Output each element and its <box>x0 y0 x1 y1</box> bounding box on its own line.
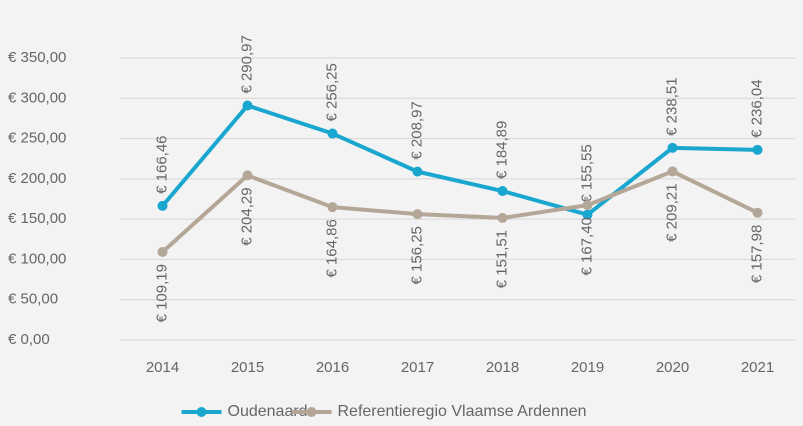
point <box>752 207 763 218</box>
data-label: € 208,97 <box>408 101 425 159</box>
point <box>412 209 423 220</box>
point <box>497 212 508 223</box>
data-label: € 156,25 <box>408 226 425 284</box>
data-label: € 157,98 <box>748 225 765 283</box>
y-tick-label: € 50,00 <box>8 291 58 308</box>
data-label: € 166,46 <box>153 135 170 193</box>
data-label: € 164,86 <box>323 219 340 277</box>
point <box>667 142 678 153</box>
point <box>497 186 508 197</box>
x-tick-label: 2015 <box>231 359 264 376</box>
data-label: € 184,89 <box>493 121 510 179</box>
data-label: € 236,04 <box>748 79 765 137</box>
y-tick-label: € 250,00 <box>8 130 66 147</box>
legend-marker <box>196 407 207 417</box>
data-label: € 238,51 <box>663 77 680 135</box>
data-label: € 109,19 <box>153 264 170 322</box>
data-label: € 167,40 <box>578 217 595 275</box>
point <box>157 247 168 258</box>
data-label: € 290,97 <box>238 35 255 93</box>
point <box>242 100 253 111</box>
data-label: € 256,25 <box>323 63 340 121</box>
point <box>582 209 593 220</box>
point <box>327 202 338 213</box>
y-tick-label: € 300,00 <box>8 89 66 106</box>
data-label: € 151,51 <box>493 230 510 288</box>
line <box>161 169 759 254</box>
legend-label: Referentieregio Vlaamse Ardennen <box>338 403 587 420</box>
x-tick-label: 2021 <box>741 359 774 376</box>
point <box>582 200 593 211</box>
legend-marker <box>306 407 317 417</box>
point <box>412 166 423 177</box>
point <box>327 128 338 139</box>
x-tick-label: 2014 <box>146 359 179 376</box>
y-tick-label: € 200,00 <box>8 170 66 187</box>
y-tick-label: € 100,00 <box>8 250 66 267</box>
line <box>160 103 758 217</box>
x-tick-label: 2016 <box>316 359 349 376</box>
y-tick-label: € 150,00 <box>8 210 66 227</box>
point <box>242 170 253 181</box>
data-label: € 204,29 <box>238 187 255 245</box>
y-tick-label: € 350,00 <box>8 49 66 66</box>
data-label: € 155,55 <box>578 144 595 202</box>
point <box>667 166 678 177</box>
point <box>157 200 168 211</box>
x-tick-label: 2020 <box>656 359 689 376</box>
legend-label: Oudenaarde <box>228 403 317 420</box>
point <box>752 144 763 155</box>
x-tick-label: 2019 <box>571 359 604 376</box>
y-tick-label: € 0,00 <box>8 331 50 348</box>
x-tick-label: 2018 <box>486 359 519 376</box>
x-tick-label: 2017 <box>401 359 434 376</box>
data-label: € 209,21 <box>663 183 680 241</box>
